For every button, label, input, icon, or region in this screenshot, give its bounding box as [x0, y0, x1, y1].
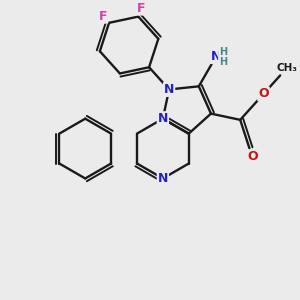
Text: N: N	[158, 112, 168, 125]
Text: F: F	[137, 2, 145, 15]
Text: N: N	[164, 83, 174, 96]
Text: N: N	[158, 172, 168, 185]
Text: CH₃: CH₃	[276, 63, 297, 73]
Text: O: O	[258, 87, 269, 101]
Text: H: H	[219, 56, 227, 67]
Text: F: F	[99, 10, 107, 23]
Text: O: O	[247, 150, 257, 163]
Text: H: H	[219, 46, 227, 57]
Text: N: N	[211, 50, 221, 63]
